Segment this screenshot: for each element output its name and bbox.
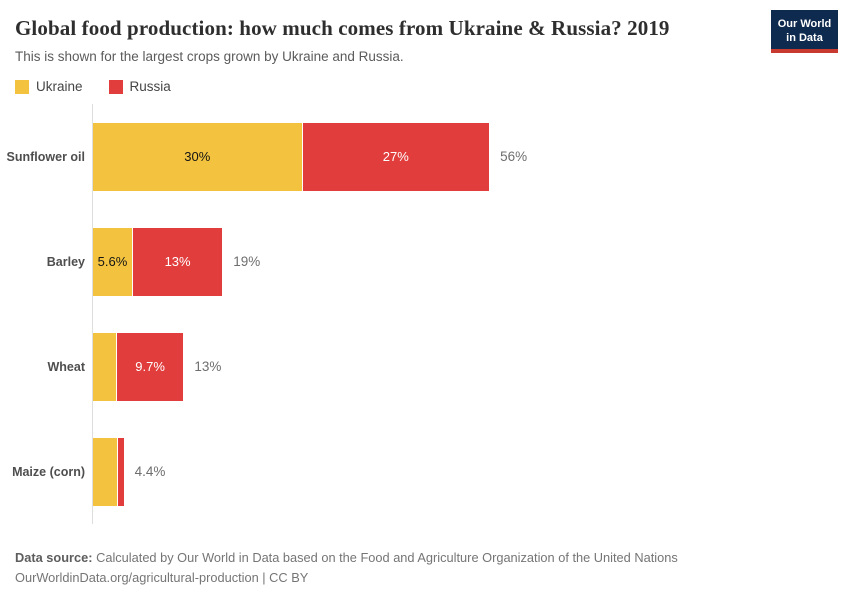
category-label: Maize (corn): [12, 464, 85, 479]
segment-value-label: 5.6%: [97, 254, 128, 270]
chart-row: Maize (corn) 4.4%: [0, 419, 850, 525]
owid-logo-stripe: [771, 49, 838, 53]
data-source-line: Data source: Calculated by Our World in …: [15, 548, 835, 568]
ukraine-swatch-icon: [15, 79, 29, 94]
segment-value-label: 13%: [164, 254, 191, 270]
legend-label-russia: Russia: [129, 79, 171, 95]
total-label: 56%: [500, 149, 528, 165]
stacked-bar: 5.6% 13%: [93, 227, 223, 296]
bar-area: 30% 27% 56%: [92, 104, 850, 210]
stacked-bar: 30% 27%: [93, 122, 490, 191]
total-label: 19%: [233, 254, 261, 270]
bar-segment-russia[interactable]: [117, 437, 124, 506]
segment-value-label: 9.7%: [135, 359, 165, 375]
bar-area: 4.4%: [92, 419, 850, 525]
segment-value-label: 27%: [382, 149, 409, 165]
stacked-bar-chart: Sunflower oil 30% 27% 56% Barley 5.6% 13% 19% Wh…: [0, 104, 850, 525]
bar-segment-russia[interactable]: 9.7%: [115, 332, 184, 401]
data-source-text: Calculated by Our World in Data based on…: [92, 550, 678, 566]
bar-area: 5.6% 13% 19%: [92, 209, 850, 315]
owid-logo[interactable]: Our World in Data: [771, 10, 838, 53]
owid-logo-line2: in Data: [786, 31, 823, 44]
chart-row: Wheat 9.7% 13%: [0, 314, 850, 420]
bar-segment-ukraine[interactable]: 30%: [93, 122, 302, 191]
legend-label-ukraine: Ukraine: [36, 79, 83, 95]
category-label: Sunflower oil: [6, 149, 85, 164]
chart-row: Sunflower oil 30% 27% 56%: [0, 104, 850, 210]
chart-row: Barley 5.6% 13% 19%: [0, 209, 850, 315]
legend: Ukraine Russia: [15, 79, 850, 94]
russia-swatch-icon: [108, 79, 123, 94]
chart-title: Global food production: how much comes f…: [15, 16, 670, 40]
stacked-bar: [93, 437, 124, 506]
stacked-bar: 9.7%: [93, 332, 184, 401]
legend-item-ukraine: Ukraine: [15, 79, 83, 94]
chart-footer: Data source: Calculated by Our World in …: [15, 548, 835, 588]
segment-value-label: 30%: [184, 149, 211, 165]
bar-segment-russia[interactable]: 27%: [301, 122, 490, 191]
bar-segment-russia[interactable]: 13%: [131, 227, 223, 296]
total-label: 4.4%: [134, 464, 166, 480]
bar-area: 9.7% 13%: [92, 314, 850, 420]
data-source-label: Data source:: [15, 550, 93, 566]
total-label: 13%: [194, 359, 222, 375]
chart-header: Global food production: how much comes f…: [0, 0, 850, 64]
chart-subtitle: This is shown for the largest crops grow…: [15, 49, 404, 65]
license-link-line[interactable]: OurWorldinData.org/agricultural-producti…: [15, 570, 309, 586]
owid-logo-line1: Our World: [777, 17, 832, 30]
bar-segment-ukraine[interactable]: 5.6%: [93, 227, 132, 296]
category-label: Barley: [46, 254, 85, 269]
legend-item-russia: Russia: [108, 79, 171, 95]
category-label: Wheat: [47, 359, 86, 374]
bar-segment-ukraine[interactable]: [93, 437, 118, 506]
bar-segment-ukraine[interactable]: [93, 332, 116, 401]
